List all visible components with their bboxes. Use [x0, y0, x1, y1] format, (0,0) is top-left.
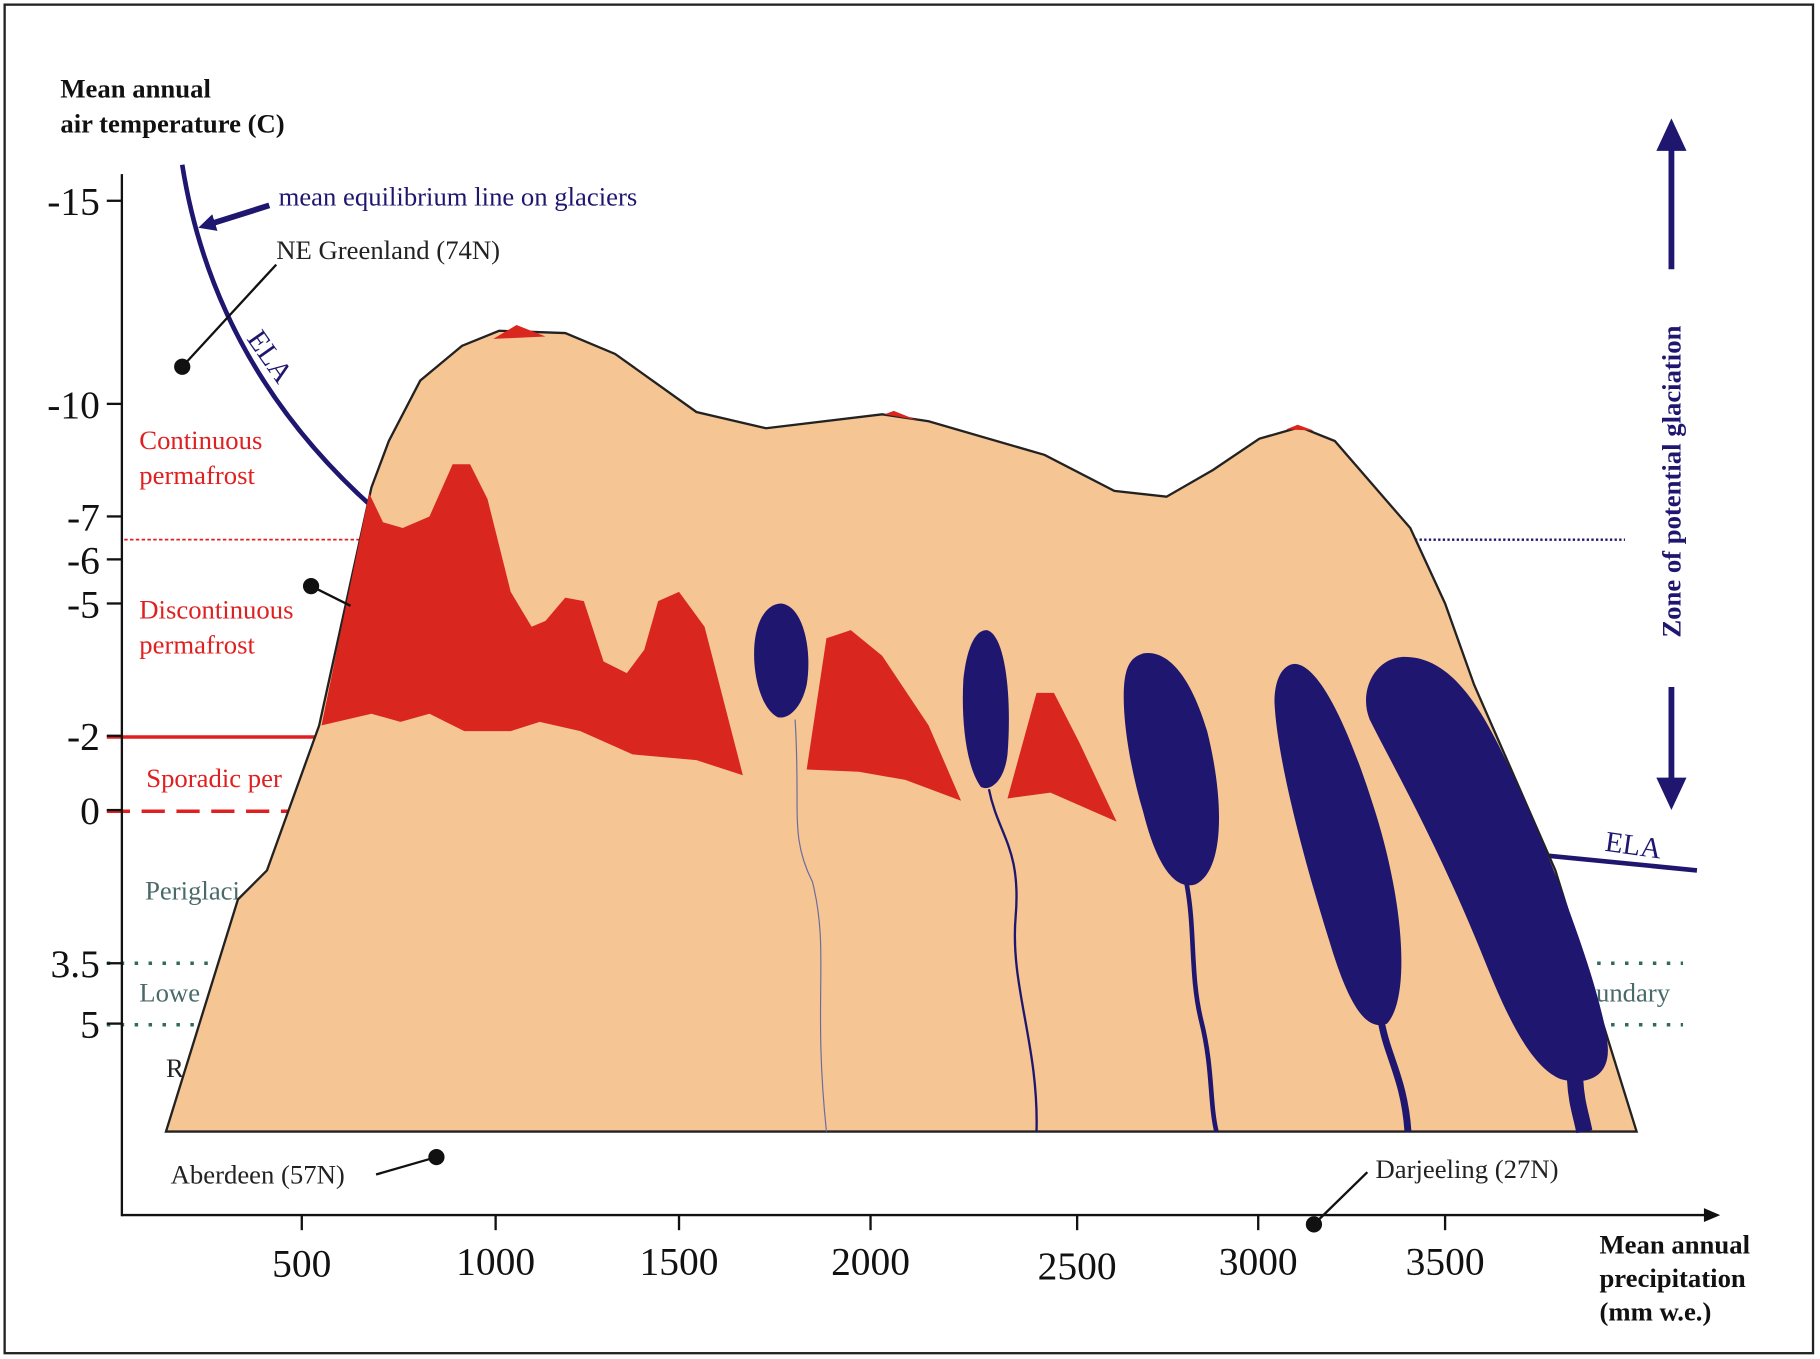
discontinuous-label: permafrost [139, 629, 255, 659]
y-tick-label: -2 [67, 715, 100, 759]
x-tick-label: 3500 [1406, 1239, 1485, 1283]
glacier [1366, 656, 1608, 1082]
boundary-label: undary [1596, 978, 1671, 1008]
streams [794, 719, 1593, 1134]
ela-caption: mean equilibrium line on glaciers [279, 181, 638, 211]
x-axis-title: precipitation [1599, 1263, 1745, 1293]
callouts [174, 263, 1369, 1233]
site-label: NE Greenland (74N) [276, 235, 500, 265]
continuous-label: Continuous [139, 425, 262, 455]
site-label: Darjeeling (27N) [1375, 1154, 1558, 1184]
discontinuous-label: Discontinuous [139, 595, 293, 625]
x-axis-title: Mean annual [1599, 1229, 1750, 1259]
x-ticks: 500 1000 1500 2000 2500 3000 3500 [272, 1215, 1485, 1288]
zone-label: Zone of potential glaciation [1657, 325, 1687, 637]
x-tick-label: 1000 [456, 1239, 535, 1283]
y-tick-label: -10 [47, 383, 100, 427]
glacier [1123, 653, 1220, 886]
y-axis-title: Mean annual [60, 73, 211, 103]
x-tick-label: 500 [272, 1242, 331, 1286]
permafrost [321, 324, 1314, 822]
permafrost-area [321, 464, 743, 776]
ela-curve [179, 164, 385, 519]
x-tick-label: 2000 [831, 1239, 910, 1283]
ela-curve-right [1531, 851, 1698, 873]
continuous-label: permafrost [139, 460, 255, 490]
zone-arrow-head [1656, 118, 1687, 151]
y-tick-label: 0 [80, 789, 100, 833]
site-label: Aberdeen (57N) [171, 1160, 345, 1190]
y-tick-label: -15 [47, 180, 100, 224]
y-axis-title: air temperature (C) [60, 108, 284, 138]
y-tick-label: 3.5 [50, 942, 99, 986]
glacier [1274, 663, 1402, 1026]
x-axis-title: (mm w.e.) [1599, 1297, 1711, 1327]
permafrost-area [806, 630, 962, 801]
x-tick-label: 3000 [1219, 1239, 1298, 1283]
y-ticks: -15 -10 -7-6-5 -2 0 3.5 5 [47, 180, 122, 1047]
periglacial-label: Periglaci [145, 875, 240, 905]
glacier [754, 603, 809, 718]
x-tick-label: 1500 [640, 1239, 719, 1283]
glaciers [754, 603, 1608, 1082]
y-tick-label: -5 [67, 582, 100, 626]
r-label: R [166, 1053, 184, 1083]
y-tick-label: 5 [80, 1003, 100, 1047]
x-tick-label: 2500 [1038, 1244, 1117, 1288]
sporadic-label: Sporadic per [146, 763, 282, 793]
y-tick-label: -6 [67, 538, 100, 582]
x-axis-arrow [1703, 1208, 1721, 1223]
ela-label: ELA [1603, 826, 1663, 866]
lower-label: Lowe [139, 978, 200, 1008]
ela-arrow [198, 202, 271, 231]
y-tick-label: -7 [67, 495, 100, 539]
glacier [962, 630, 1009, 789]
zone-arrow-head [1656, 777, 1687, 811]
permafrost-area [1007, 692, 1117, 822]
